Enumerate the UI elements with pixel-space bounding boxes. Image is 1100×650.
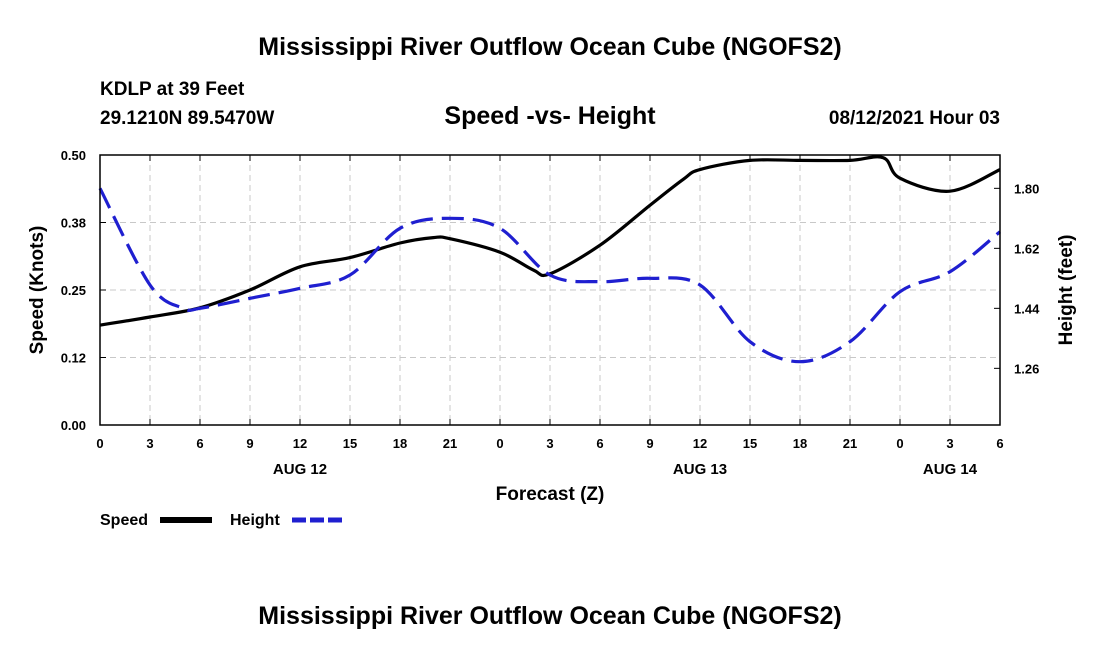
x-tick-label: 12	[693, 436, 707, 451]
x-tick-label: 6	[596, 436, 603, 451]
y-left-tick-label: 0.38	[61, 216, 86, 231]
chart-main-title: Mississippi River Outflow Ocean Cube (NG…	[258, 33, 841, 61]
axis-ticks: 0 3 6 9 12 15 18 21 0 3 6 9 12 15 18 21 0 3 6 AUG 12 AUG 13 A…	[61, 148, 1040, 478]
x-tick-label: 0	[896, 436, 903, 451]
x-tick-label: 15	[743, 436, 757, 451]
chart-subtitle: Speed -vs- Height	[444, 102, 656, 130]
y-right-tick-label: 1.80	[1014, 181, 1039, 196]
x-tick-label: 9	[646, 436, 653, 451]
x-tick-label: 3	[146, 436, 153, 451]
x-tick-label: 0	[96, 436, 103, 451]
station-coords: 29.1210N 89.5470W	[100, 108, 274, 129]
grid-lines	[100, 155, 1000, 425]
x-tick-label: 0	[496, 436, 503, 451]
x-axis-label: Forecast (Z)	[496, 484, 605, 505]
station-label: KDLP at 39 Feet	[100, 79, 245, 100]
y-left-tick-label: 0.00	[61, 418, 86, 433]
x-tick-label: 21	[443, 436, 457, 451]
x-tick-label: 15	[343, 436, 357, 451]
x-tick-label: 6	[196, 436, 203, 451]
x-tick-label: 12	[293, 436, 307, 451]
x-tick-label: 6	[996, 436, 1003, 451]
series-layer	[98, 155, 1001, 364]
x-date-label: AUG 14	[923, 461, 978, 478]
legend-speed-label: Speed	[100, 512, 148, 529]
x-tick-label: 18	[793, 436, 807, 451]
y-right-tick-label: 1.26	[1014, 361, 1039, 376]
y-left-tick-label: 0.50	[61, 148, 86, 163]
x-tick-label: 18	[393, 436, 407, 451]
y-right-tick-label: 1.44	[1014, 301, 1040, 316]
x-tick-label: 3	[546, 436, 553, 451]
y-left-tick-label: 0.12	[61, 351, 86, 366]
footer-title: Mississippi River Outflow Ocean Cube (NG…	[258, 602, 841, 630]
y-axis-left-label: Speed (Knots)	[27, 226, 48, 355]
legend-height-label: Height	[230, 512, 280, 529]
x-tick-label: 3	[946, 436, 953, 451]
series-height-line	[98, 187, 1001, 364]
x-tick-label: 9	[246, 436, 253, 451]
y-left-tick-label: 0.25	[61, 283, 86, 298]
y-axis-right-label: Height (feet)	[1056, 235, 1077, 346]
x-tick-label: 21	[843, 436, 857, 451]
x-date-label: AUG 13	[673, 461, 727, 478]
x-date-label: AUG 12	[273, 461, 327, 478]
y-right-tick-label: 1.62	[1014, 241, 1039, 256]
forecast-datetime: 08/12/2021 Hour 03	[829, 108, 1000, 129]
